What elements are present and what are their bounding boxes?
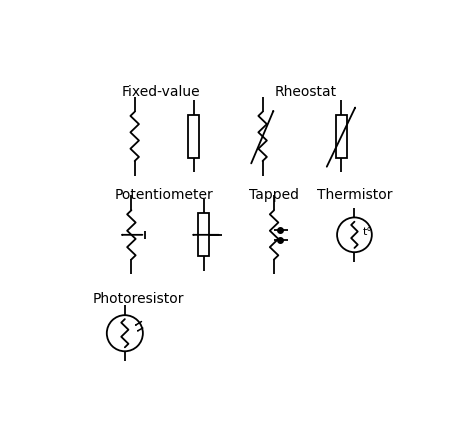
Text: Photoresistor: Photoresistor [92, 292, 184, 306]
Bar [336, 115, 347, 158]
Text: Rheostat: Rheostat [274, 85, 337, 99]
Text: Potentiometer: Potentiometer [115, 188, 214, 202]
Text: Fixed-value: Fixed-value [122, 85, 200, 99]
Bar [198, 213, 209, 256]
Text: t°: t° [363, 227, 373, 236]
Bar [188, 115, 199, 158]
Text: Thermistor: Thermistor [317, 188, 392, 202]
Text: Tapped: Tapped [249, 188, 299, 202]
